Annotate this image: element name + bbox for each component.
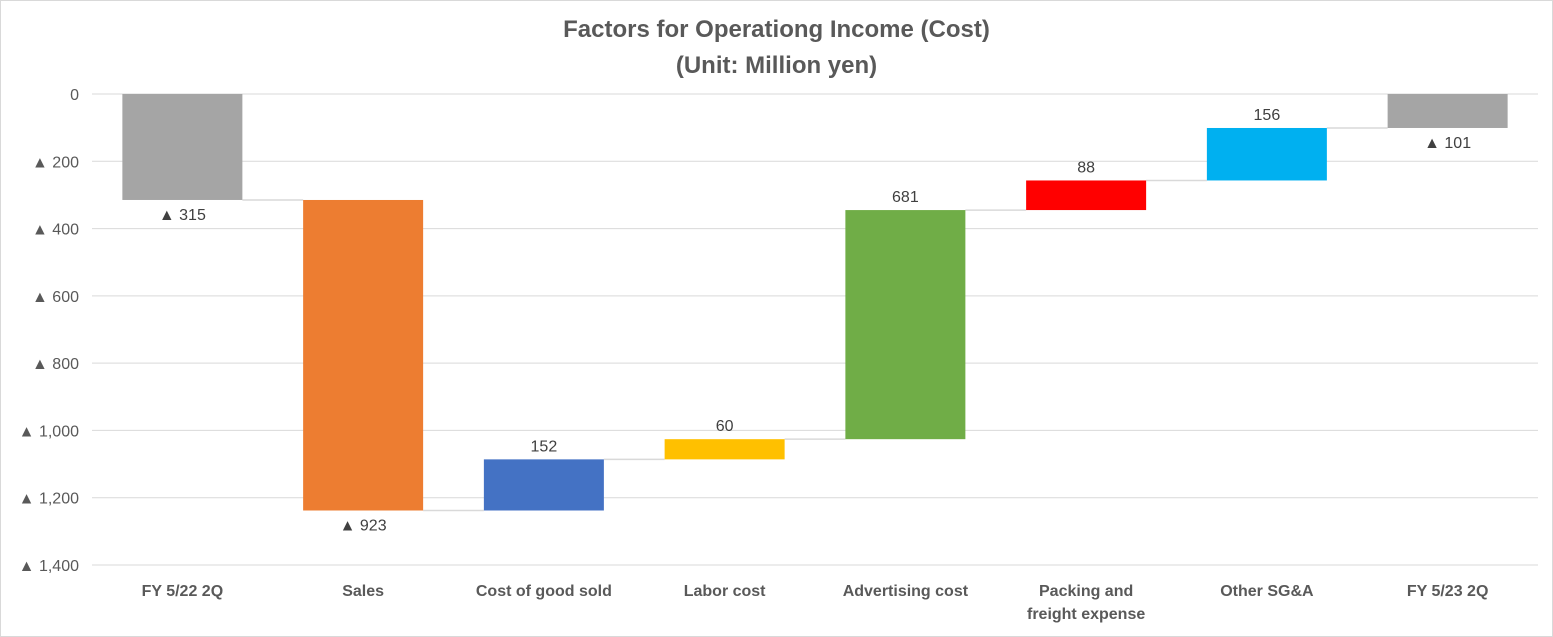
y-tick-label: 0: [70, 87, 79, 104]
bar-3: [483, 459, 604, 511]
chart-subtitle: (Unit: Million yen): [675, 52, 878, 79]
y-tick-label: ▲ 400: [32, 222, 79, 239]
x-category-label: freight expense: [1027, 606, 1145, 623]
data-label: ▲ 315: [159, 207, 206, 224]
data-label: ▲ 923: [340, 517, 387, 534]
y-tick-label: ▲ 200: [32, 154, 79, 171]
connector-lines: [242, 127, 1388, 512]
x-category-label: FY 5/23 2Q: [1407, 583, 1489, 600]
y-tick-label: ▲ 1,000: [19, 423, 79, 440]
x-axis-labels: FY 5/22 2Q Sales Cost of good sold Labor co…: [142, 583, 1489, 623]
data-label: 152: [531, 438, 558, 455]
bar-1: [122, 94, 243, 200]
chart-title: Factors for Operationg Income (Cost): [563, 16, 990, 43]
x-category-label: Labor cost: [684, 583, 766, 600]
bar-2: [303, 199, 424, 511]
data-labels: ▲ 315 ▲ 923 152 60 681 88 156 ▲ 101: [159, 107, 1471, 535]
bar-6: [1026, 180, 1147, 211]
data-label: 156: [1254, 107, 1281, 124]
data-label: ▲ 101: [1424, 135, 1471, 152]
data-label: 60: [716, 418, 734, 435]
bar-5: [845, 210, 966, 440]
x-category-label: Cost of good sold: [476, 583, 612, 600]
x-category-label: Advertising cost: [843, 583, 969, 600]
y-tick-label: ▲ 1,400: [19, 558, 79, 575]
y-tick-label: ▲ 600: [32, 289, 79, 306]
data-label: 88: [1077, 159, 1095, 176]
bar-4: [664, 439, 785, 460]
bar-7: [1206, 127, 1327, 181]
y-tick-label: ▲ 1,200: [19, 491, 79, 508]
x-category-label: Other SG&A: [1220, 583, 1314, 600]
data-label: 681: [892, 189, 919, 206]
bar-8: [1387, 94, 1508, 128]
x-category-label: FY 5/22 2Q: [142, 583, 224, 600]
x-category-label: Packing and: [1039, 583, 1133, 600]
x-category-label: Sales: [342, 583, 384, 600]
y-tick-label: ▲ 800: [32, 356, 79, 373]
y-axis-ticks: 0 ▲ 200 ▲ 400 ▲ 600 ▲ 800 ▲ 1,000 ▲ 1,200 ▲ 1,4…: [19, 87, 79, 575]
bars: [122, 94, 1508, 511]
